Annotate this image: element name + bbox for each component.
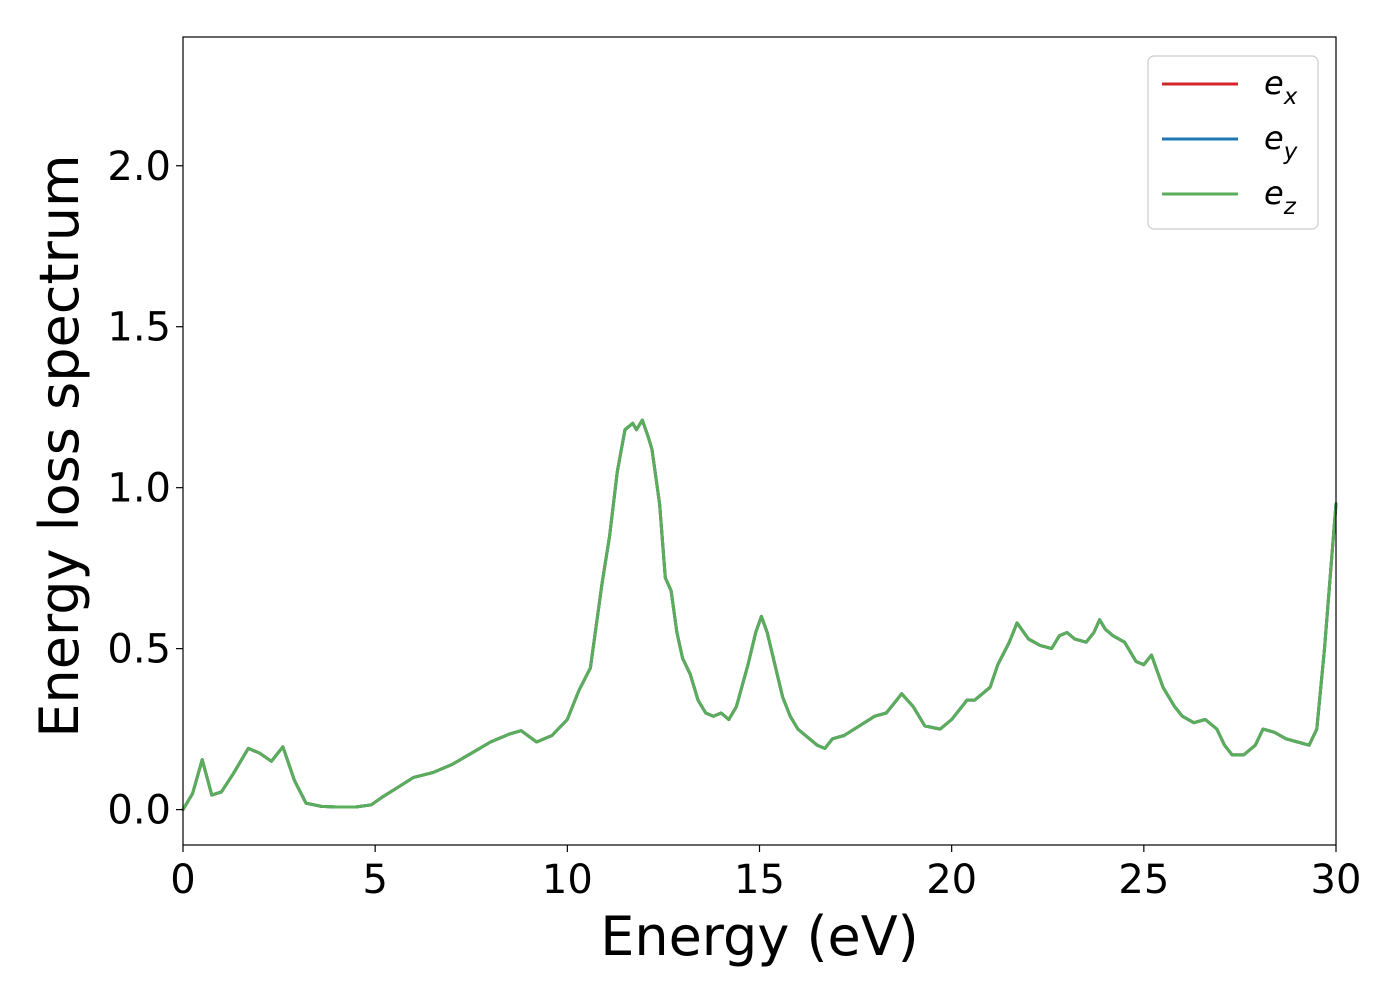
series-layer <box>181 418 1338 812</box>
legend-label: ey <box>1264 119 1298 165</box>
y-axis-title: Energy loss spectrum <box>28 154 91 737</box>
y-tick-label: 2.0 <box>107 144 171 190</box>
x-axis-ticks: 0 5 10 15 20 25 30 <box>170 845 1361 903</box>
x-axis-title: Energy (eV) <box>600 905 919 968</box>
y-tick-label: 0.5 <box>107 627 171 673</box>
x-tick-label: 15 <box>734 857 785 903</box>
legend-box <box>1147 55 1319 230</box>
x-tick-label: 5 <box>362 857 387 903</box>
x-tick-label: 0 <box>170 857 195 903</box>
legend-label: ez <box>1264 174 1297 220</box>
y-axis-ticks: 0.0 0.5 1.0 1.5 2.0 <box>107 144 183 834</box>
x-tick-label: 25 <box>1118 857 1169 903</box>
series-line-e-z <box>181 418 1338 812</box>
y-tick-label: 1.5 <box>107 305 171 351</box>
x-tick-label: 10 <box>542 857 593 903</box>
x-tick-label: 20 <box>926 857 977 903</box>
legend-label: ex <box>1264 64 1298 110</box>
y-tick-label: 0.0 <box>107 788 171 834</box>
legend: ex ey ez <box>1147 55 1319 230</box>
x-tick-label: 30 <box>1311 857 1362 903</box>
y-tick-label: 1.0 <box>107 466 171 512</box>
